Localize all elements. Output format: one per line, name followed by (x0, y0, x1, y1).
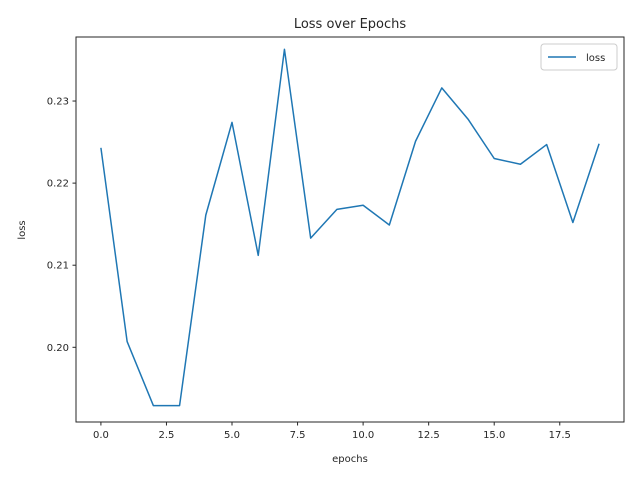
x-tick-label: 17.5 (549, 430, 571, 441)
x-tick-label: 7.5 (290, 430, 306, 441)
x-tick-label: 2.5 (159, 430, 175, 441)
x-axis-ticks: 0.0 2.5 5.0 7.5 10.0 12.5 15.0 17.5 (93, 422, 571, 441)
y-axis-ticks: 0.20 0.21 0.22 0.23 (47, 97, 76, 354)
y-tick-label: 0.20 (47, 343, 69, 354)
x-tick-label: 15.0 (483, 430, 505, 441)
legend-label-loss: loss (586, 53, 605, 64)
legend-box (540, 43, 618, 71)
y-tick-label: 0.21 (47, 261, 69, 272)
x-tick-label: 10.0 (352, 430, 374, 441)
axes-frame (75, 36, 625, 423)
series-line-loss (100, 48, 600, 407)
series-group (100, 48, 600, 407)
x-tick-label: 5.0 (224, 430, 240, 441)
x-axis-title: epochs (332, 454, 368, 465)
y-tick-label: 0.23 (47, 97, 69, 108)
y-tick-label: 0.22 (47, 179, 69, 190)
legend: loss (540, 43, 618, 71)
chart-title: Loss over Epochs (294, 17, 407, 32)
x-tick-label: 12.5 (418, 430, 440, 441)
x-tick-label: 0.0 (93, 430, 109, 441)
y-axis-title: loss (17, 220, 28, 239)
